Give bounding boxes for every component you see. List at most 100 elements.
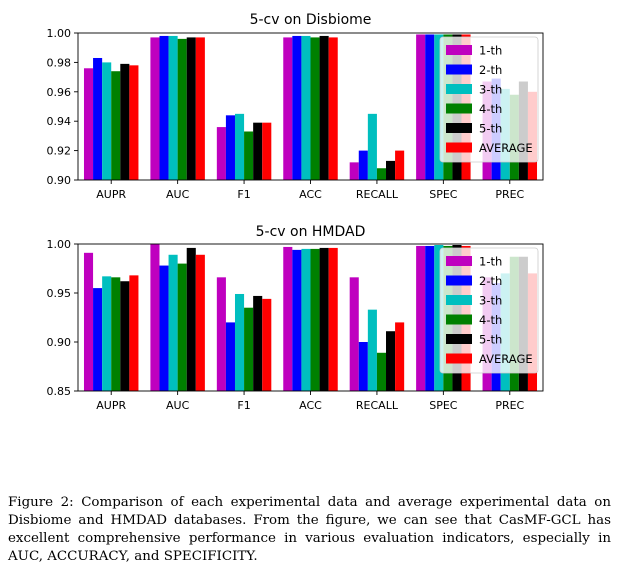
bar-4-th-auc xyxy=(177,263,187,391)
bar-5-th-acc xyxy=(319,247,329,391)
x-tick-label: SPEC xyxy=(429,188,458,201)
chart-disbiome: 5-cv on Disbiome 0.90 0.92 0.94 0.96 0.98 1.00… xyxy=(47,12,544,201)
bar-2-th-acc xyxy=(292,249,302,391)
bar-4-th-acc xyxy=(310,248,320,391)
bar-average-f1 xyxy=(262,298,272,391)
legend-swatch-4-th xyxy=(446,314,472,325)
bar-3-th-spec xyxy=(434,34,444,180)
legend-label-3-th: 3-th xyxy=(479,83,502,97)
bar-3-th-auc xyxy=(168,254,178,391)
bar-1-th-aupr xyxy=(83,252,94,391)
bar-2-th-acc xyxy=(292,35,302,180)
y-tick-label: 0.90 xyxy=(47,174,72,187)
legend-swatch-3-th xyxy=(446,84,472,94)
figure-caption: Figure 2: Comparison of each experimenta… xyxy=(8,495,611,564)
bar-4-th-acc xyxy=(310,37,320,180)
legend-swatch-3-th xyxy=(446,295,472,305)
bar-2-th-recall xyxy=(358,342,368,391)
y-tick-label: 0.96 xyxy=(47,86,72,99)
bar-2-th-auc xyxy=(159,35,169,180)
bar-5-th-aupr xyxy=(120,63,130,181)
bar-4-th-auc xyxy=(177,38,187,180)
y-tick-label: 1.00 xyxy=(47,238,72,251)
legend-label-1-th: 1-th xyxy=(479,255,502,269)
x-tick-label: ACC xyxy=(299,399,322,412)
bar-4-th-recall xyxy=(376,168,387,180)
legend-swatch-5-th xyxy=(446,123,472,133)
bar-1-th-spec xyxy=(416,245,426,391)
bar-3-th-spec xyxy=(434,244,444,391)
legend-label-3-th: 3-th xyxy=(479,294,502,308)
x-tick-label: AUPR xyxy=(96,399,126,412)
bar-2-th-spec xyxy=(425,34,435,180)
legend-swatch-5-th xyxy=(446,334,472,344)
x-tick-label: RECALL xyxy=(356,188,399,201)
bar-average-aupr xyxy=(129,275,139,391)
bar-2-th-aupr xyxy=(93,288,103,391)
bar-1-th-f1 xyxy=(216,127,226,180)
y-tick-label: 0.90 xyxy=(47,336,72,349)
bar-average-auc xyxy=(195,254,205,391)
bar-4-th-aupr xyxy=(111,71,121,180)
legend-swatch-4-th xyxy=(446,103,472,114)
bar-4-th-recall xyxy=(376,352,387,391)
bar-average-acc xyxy=(328,247,338,391)
x-tick-label: F1 xyxy=(237,188,250,201)
legend-label-2-th: 2-th xyxy=(479,63,502,77)
bar-3-th-acc xyxy=(301,35,311,180)
x-tick-label: AUC xyxy=(166,188,190,201)
bar-5-th-recall xyxy=(386,160,396,180)
bar-1-th-f1 xyxy=(216,277,226,391)
bar-average-f1 xyxy=(262,122,272,180)
x-tick-label: RECALL xyxy=(356,399,399,412)
x-tick-label: AUPR xyxy=(96,188,126,201)
bar-2-th-f1 xyxy=(225,115,235,180)
bar-3-th-aupr xyxy=(102,62,112,180)
bar-5-th-auc xyxy=(186,37,196,180)
legend-label-4-th: 4-th xyxy=(479,102,502,116)
bar-5-th-recall xyxy=(386,331,396,391)
bar-1-th-auc xyxy=(150,244,160,391)
figure: 5-cv on Disbiome 0.90 0.92 0.94 0.96 0.98 1.00… xyxy=(47,12,544,412)
bar-3-th-auc xyxy=(168,35,178,180)
x-tick-label: AUC xyxy=(166,399,190,412)
x-tick-label: F1 xyxy=(237,399,250,412)
bar-1-th-recall xyxy=(349,162,359,180)
bar-1-th-aupr xyxy=(83,68,94,180)
bar-3-th-recall xyxy=(367,309,377,391)
legend-swatch-2-th xyxy=(446,275,472,286)
legend-swatch-average xyxy=(446,353,472,364)
bar-3-th-f1 xyxy=(234,293,245,391)
bar-5-th-f1 xyxy=(253,122,263,180)
bar-4-th-f1 xyxy=(244,307,254,391)
y-tick-label: 0.85 xyxy=(47,385,72,398)
legend-swatch-average xyxy=(446,142,472,153)
bar-4-th-aupr xyxy=(111,277,121,391)
legend-swatch-2-th xyxy=(446,64,472,75)
legend-label-1-th: 1-th xyxy=(479,44,502,58)
legend-label-average: AVERAGE xyxy=(479,141,533,155)
bar-average-recall xyxy=(395,150,405,180)
x-tick-label: SPEC xyxy=(429,399,458,412)
bar-5-th-aupr xyxy=(120,281,130,391)
bar-5-th-f1 xyxy=(253,295,263,391)
bar-3-th-acc xyxy=(301,248,311,391)
legend: 1-th 2-th 3-th 4-th 5-th AVERAGE xyxy=(439,36,539,163)
bar-average-aupr xyxy=(129,65,139,180)
bar-5-th-auc xyxy=(186,247,196,391)
y-tick-label: 0.95 xyxy=(47,287,72,300)
legend-label-5-th: 5-th xyxy=(479,122,502,136)
bar-1-th-auc xyxy=(150,37,160,180)
bar-3-th-aupr xyxy=(102,276,112,391)
bar-5-th-acc xyxy=(319,35,329,180)
chart-title: 5-cv on Disbiome xyxy=(250,12,372,28)
legend-label-4-th: 4-th xyxy=(479,313,502,327)
y-tick-label: 1.00 xyxy=(47,27,72,40)
y-tick-label: 0.92 xyxy=(47,145,72,158)
bar-3-th-recall xyxy=(367,113,377,180)
bar-2-th-recall xyxy=(358,150,368,180)
bar-1-th-spec xyxy=(416,34,426,180)
bar-2-th-aupr xyxy=(93,57,103,180)
legend-label-5-th: 5-th xyxy=(479,333,502,347)
y-tick-label: 0.98 xyxy=(47,56,72,69)
